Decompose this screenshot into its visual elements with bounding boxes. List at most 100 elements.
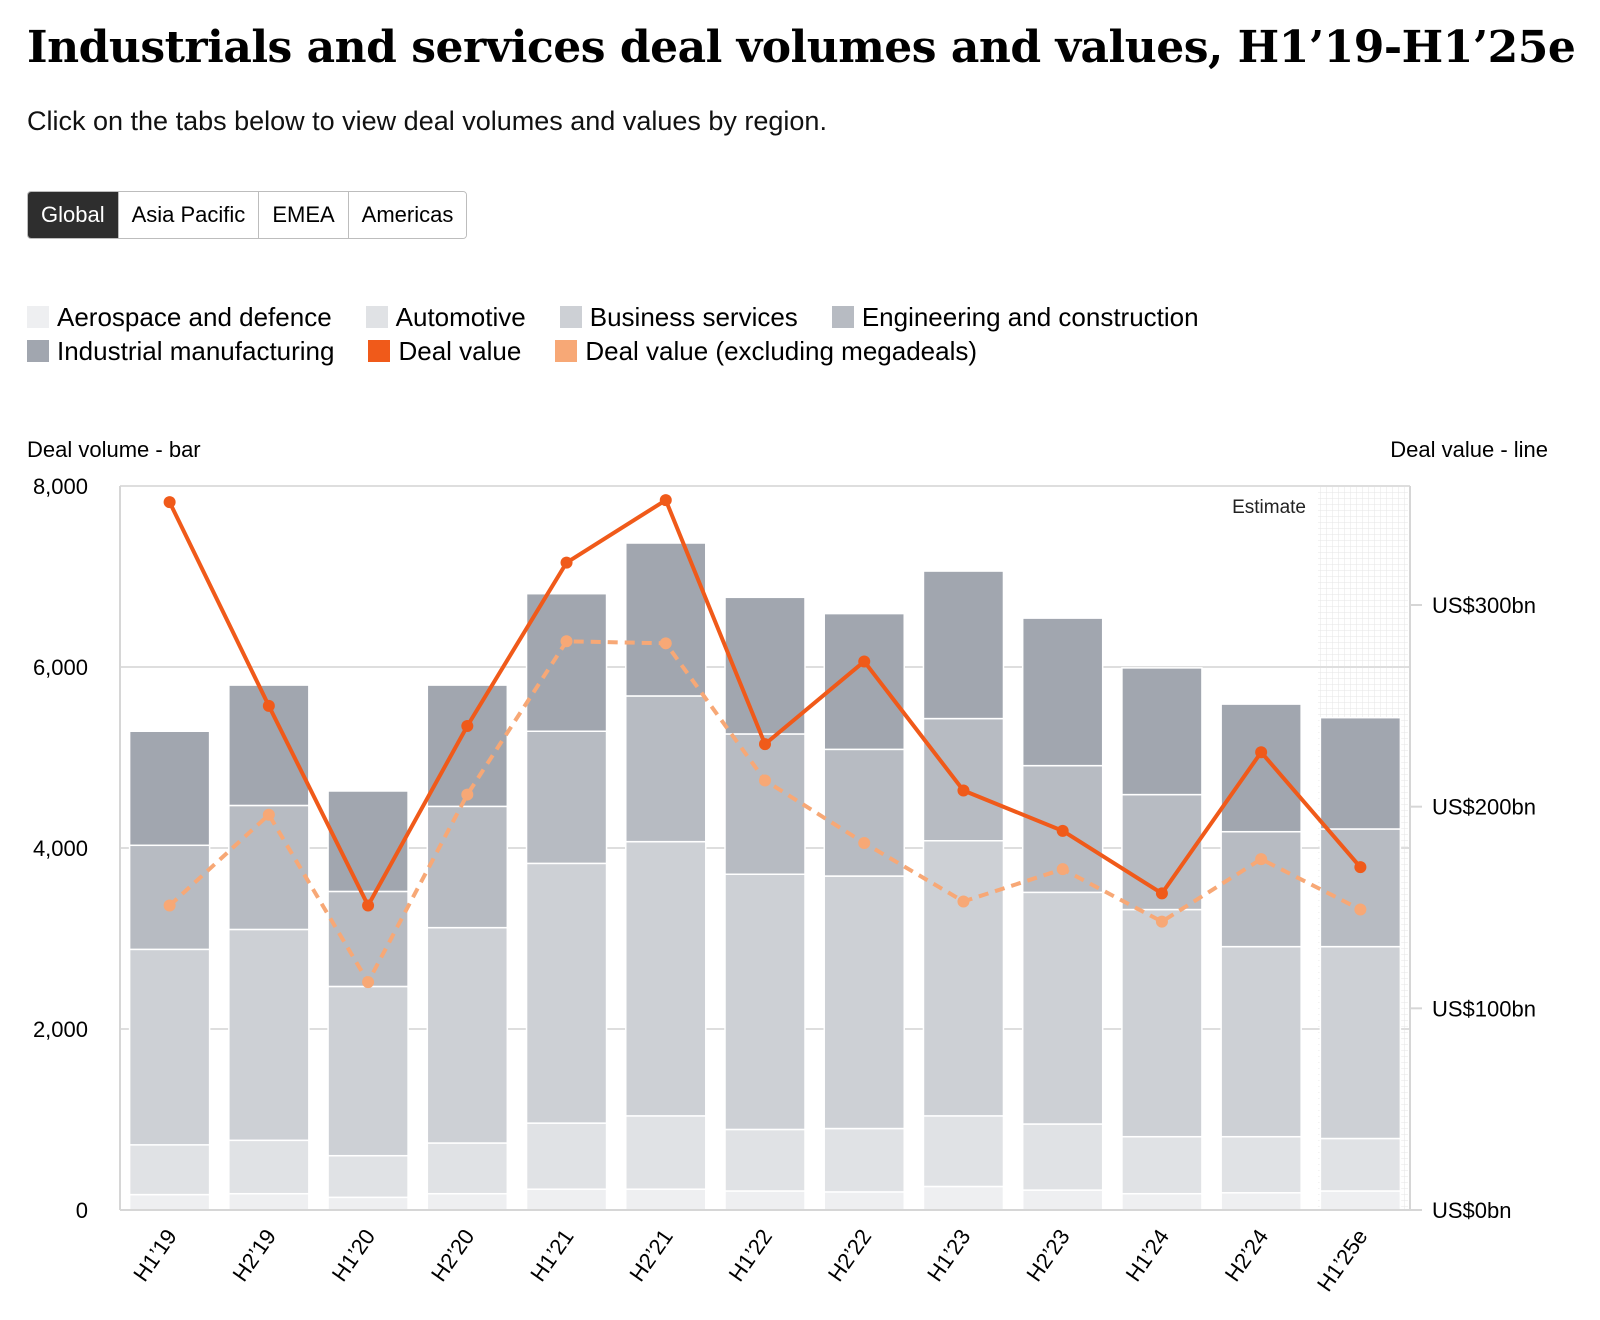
line-point[interactable] [262,808,275,821]
bar-segment[interactable] [327,1154,409,1199]
bar-segment[interactable] [823,1127,905,1193]
bar-segment[interactable] [128,1144,211,1196]
bar-segment[interactable] [625,840,707,1117]
bar-segment[interactable] [426,805,509,929]
legend-item-deal-value[interactable]: Deal value [368,336,521,367]
line-point[interactable] [461,720,474,732]
tab-global[interactable]: Global [28,192,119,238]
bar-segment[interactable] [1220,945,1302,1138]
line-point[interactable] [759,738,771,751]
bar-segment[interactable] [1319,945,1402,1140]
line-point[interactable] [1056,824,1069,837]
bar-segment[interactable] [922,840,1005,1117]
right-tick-label: US$200bn [1432,795,1536,820]
bar-segment[interactable] [525,1122,608,1190]
bar-segment[interactable] [1121,1192,1203,1211]
bar-segment[interactable] [823,748,905,877]
line-point[interactable] [858,655,871,668]
bar-segment[interactable] [228,928,310,1142]
line-point[interactable] [262,699,275,712]
tab-emea[interactable]: EMEA [259,192,349,238]
bar-segment[interactable] [426,926,509,1144]
bar-segment[interactable] [228,1139,310,1195]
line-point[interactable] [163,899,176,912]
bar-segment[interactable] [128,948,211,1146]
bar-segment[interactable] [525,862,608,1124]
line-point[interactable] [659,637,672,650]
line-point[interactable] [1056,863,1069,876]
line-point[interactable] [1155,887,1168,900]
bar-segment[interactable] [1319,1137,1402,1192]
line-point[interactable] [759,774,771,787]
bar-segment[interactable] [823,875,905,1130]
line-point[interactable] [461,788,474,801]
bar-segment[interactable] [922,1115,1005,1188]
bar-segment[interactable] [625,1115,707,1190]
bar-segment[interactable] [1220,703,1302,833]
bar-segment[interactable] [625,695,707,843]
bar-segment[interactable] [128,730,211,847]
bar-segment[interactable] [625,1188,707,1211]
legend-item-automotive[interactable]: Automotive [365,302,526,333]
bar-segment[interactable] [228,1192,310,1211]
bar-segment[interactable] [1319,716,1402,830]
bar-segment[interactable] [922,1185,1005,1211]
bar-segment[interactable] [1319,1190,1402,1211]
bar-segment[interactable] [228,804,310,931]
line-point[interactable] [659,494,672,507]
bar-segment[interactable] [426,684,509,808]
bar-segment[interactable] [1319,828,1402,948]
bar-segment[interactable] [823,612,905,751]
line-point[interactable] [362,976,375,989]
tab-asia-pacific[interactable]: Asia Pacific [118,192,260,238]
bar-segment[interactable] [1220,830,1302,948]
bar-segment[interactable] [1220,1135,1302,1194]
bar-segment[interactable] [1121,908,1203,1138]
legend-item-industrial-manufacturing[interactable]: Industrial manufacturing [27,336,334,367]
bar-segment[interactable] [525,1188,608,1211]
line-point[interactable] [560,635,573,648]
bar-segment[interactable] [1021,891,1104,1125]
legend-item-aerospace[interactable]: Aerospace and defence [27,302,332,333]
tab-americas[interactable]: Americas [348,192,467,238]
line-point[interactable] [1155,915,1168,928]
legend-item-engineering[interactable]: Engineering and construction [831,302,1199,333]
bar-segment[interactable] [724,1128,806,1192]
line-point[interactable] [957,784,970,797]
line-point[interactable] [858,836,871,849]
legend-item-business-services[interactable]: Business services [559,302,798,333]
line-point[interactable] [560,556,573,569]
line-point[interactable] [1354,903,1367,916]
bar-segment[interactable] [327,790,409,893]
bar-segment[interactable] [1121,1135,1203,1195]
line-point[interactable] [1255,853,1268,866]
bar-stack [1220,703,1302,1211]
line-point[interactable] [163,496,176,509]
bar-segment[interactable] [1121,667,1203,796]
bar-segment[interactable] [327,985,409,1157]
bar-segment[interactable] [1220,1192,1302,1211]
bar-segment[interactable] [525,592,608,733]
line-point[interactable] [957,895,970,908]
bar-segment[interactable] [922,717,1005,842]
bar-segment[interactable] [426,1142,509,1195]
line-point[interactable] [1354,861,1367,874]
bar-segment[interactable] [823,1191,905,1211]
bar-segment[interactable] [426,1192,509,1211]
bar-segment[interactable] [724,733,806,875]
legend-item-deal-value-excl-megadeals[interactable]: Deal value (excluding megadeals) [555,336,977,367]
bar-segment[interactable] [1021,617,1104,767]
bar-segment[interactable] [724,596,806,735]
bar-segment[interactable] [724,873,806,1131]
legend-label: Deal value (excluding megadeals) [585,335,978,366]
bar-segment[interactable] [1021,1123,1104,1191]
bar-segment[interactable] [922,570,1005,720]
bar-segment[interactable] [1021,1189,1104,1211]
bar-segment[interactable] [327,1196,409,1211]
bar-segment[interactable] [525,730,608,865]
bar-segment[interactable] [724,1190,806,1211]
line-point[interactable] [1255,746,1268,759]
line-point[interactable] [362,899,375,912]
bar-segment[interactable] [128,844,211,951]
bar-segment[interactable] [128,1193,211,1211]
